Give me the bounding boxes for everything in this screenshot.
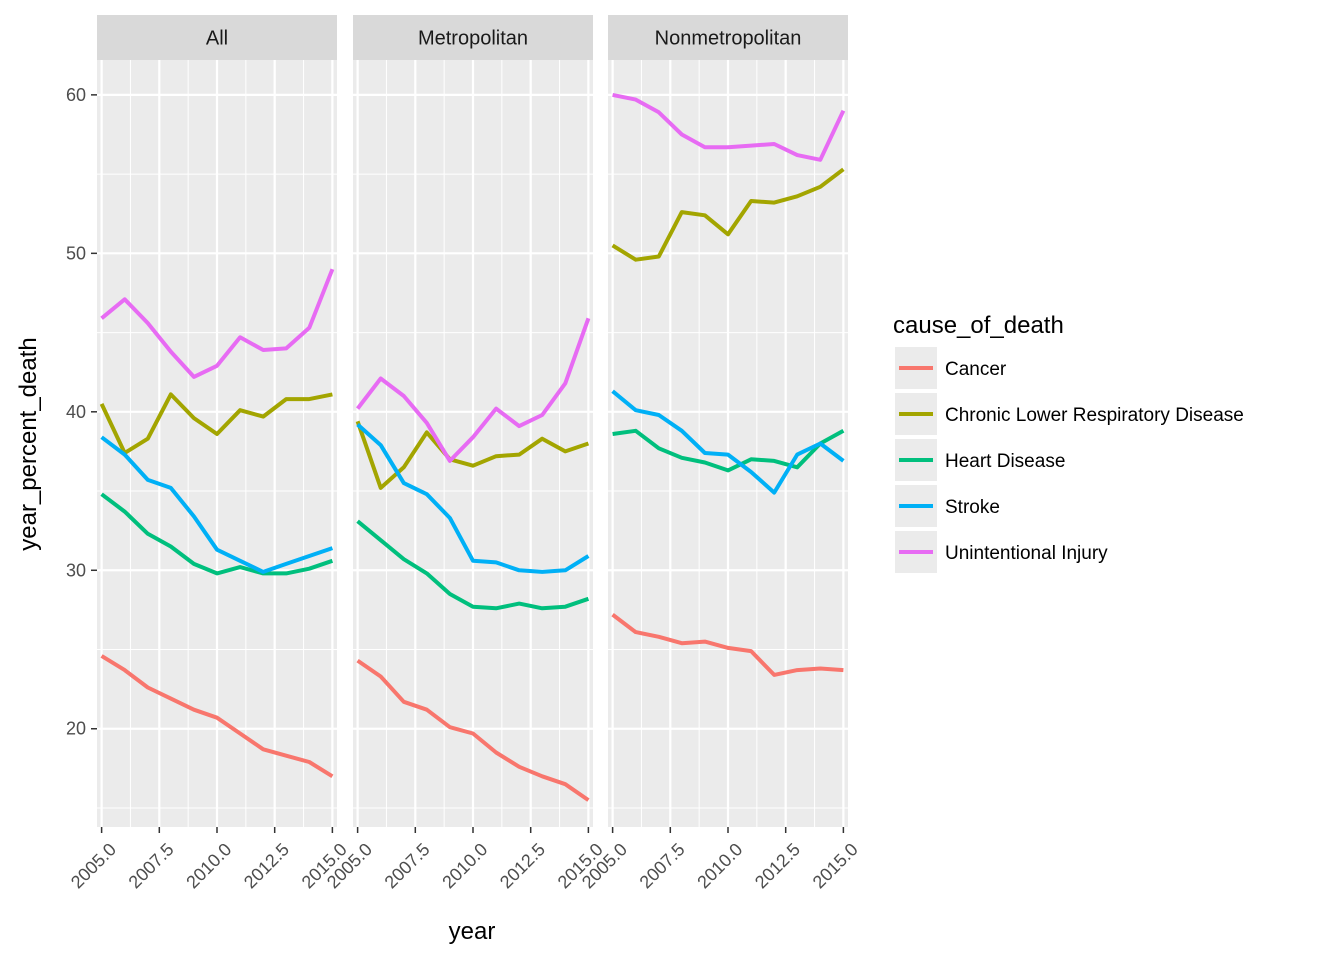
series-line-cancer bbox=[356, 658, 590, 802]
facet-strip bbox=[97, 15, 337, 60]
facet-strip bbox=[353, 15, 593, 60]
series-line-unintentional-injury bbox=[100, 268, 335, 379]
facet-strip-label: All bbox=[206, 28, 228, 50]
series-line-cancer bbox=[100, 654, 334, 779]
facet-strip bbox=[608, 15, 848, 60]
facet-strip-label: Nonmetropolitan bbox=[655, 28, 802, 50]
x-tick-label: 2012.5 bbox=[240, 839, 293, 892]
legend-label: Stroke bbox=[945, 497, 1000, 518]
legend-item-chronic-lower-respiratory-disease: Chronic Lower Respiratory Disease bbox=[895, 393, 1244, 435]
series-line-unintentional-injury bbox=[612, 92, 846, 162]
legend-item-heart-disease: Heart Disease bbox=[895, 439, 1065, 481]
x-tick-label: 2010.0 bbox=[693, 839, 746, 892]
series-line-stroke bbox=[356, 423, 590, 574]
legend: cause_of_death Cancer Chronic Lower Respi… bbox=[893, 312, 1244, 573]
series-line-heart-disease bbox=[356, 519, 590, 611]
x-tick-label: 2005.0 bbox=[67, 839, 120, 892]
y-tick-label: 40 bbox=[66, 402, 86, 422]
y-tick-label: 50 bbox=[66, 243, 86, 263]
x-tick-label: 2012.5 bbox=[751, 839, 804, 892]
x-tick-label: 2007.5 bbox=[381, 839, 434, 892]
y-tick-label: 20 bbox=[66, 719, 86, 739]
series-line-heart-disease bbox=[100, 492, 334, 576]
series-line-chronic-lower-respiratory-disease bbox=[611, 167, 845, 262]
series-line-stroke bbox=[611, 389, 845, 495]
series-line-unintentional-injury bbox=[356, 317, 591, 463]
legend-title: cause_of_death bbox=[893, 312, 1064, 339]
legend-item-cancer: Cancer bbox=[895, 347, 1007, 389]
x-tick-label: 2007.5 bbox=[636, 839, 689, 892]
legend-item-unintentional-injury: Unintentional Injury bbox=[895, 531, 1108, 573]
legend-label: Cancer bbox=[945, 359, 1007, 380]
series-line-chronic-lower-respiratory-disease bbox=[99, 392, 333, 455]
legend-label: Heart Disease bbox=[945, 451, 1065, 472]
x-tick-label: 2015.0 bbox=[809, 839, 862, 892]
x-tick-label: 2010.0 bbox=[182, 839, 235, 892]
y-tick-label: 30 bbox=[66, 560, 86, 580]
legend-label: Chronic Lower Respiratory Disease bbox=[945, 405, 1244, 426]
legend-items: Cancer Chronic Lower Respiratory Disease H… bbox=[895, 347, 1244, 573]
x-tick-label: 2012.5 bbox=[496, 839, 549, 892]
y-axis-title: year_percent_death bbox=[15, 337, 42, 551]
facet-strip-label: Metropolitan bbox=[418, 28, 528, 50]
x-tick-label: 2007.5 bbox=[125, 839, 178, 892]
series-line-cancer bbox=[611, 613, 844, 677]
legend-label: Unintentional Injury bbox=[945, 543, 1108, 564]
x-axis-title: year bbox=[449, 918, 496, 945]
series-line-heart-disease bbox=[612, 428, 845, 473]
x-tick-label: 2010.0 bbox=[438, 839, 491, 892]
y-tick-label: 60 bbox=[66, 85, 86, 105]
series-line-stroke bbox=[100, 435, 334, 574]
y-axis: 20 30 40 50 60 bbox=[66, 85, 97, 739]
legend-item-stroke: Stroke bbox=[895, 485, 1000, 527]
